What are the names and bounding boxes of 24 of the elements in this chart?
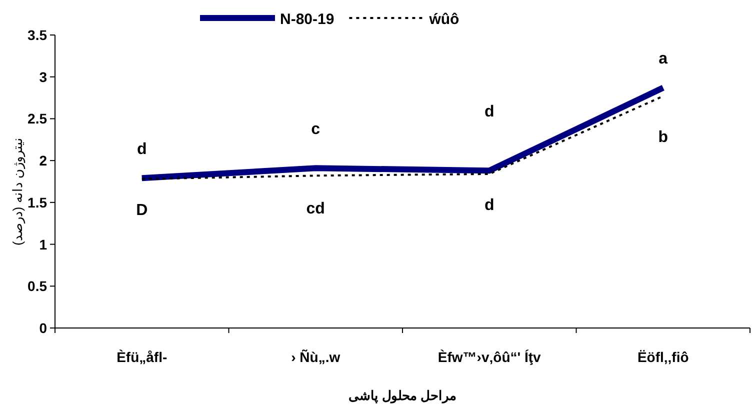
y-tick-label: 2 [39, 152, 48, 169]
y-axis-title: نیتروژن دانه (درصد) [10, 138, 26, 246]
y-tick-label: 0 [39, 320, 48, 336]
legend-label: N-80-19 [280, 11, 334, 28]
y-tick-label: 0.5 [28, 278, 48, 294]
annotation: a [658, 50, 668, 68]
annotation: c [311, 121, 320, 138]
y-tick-label: 1 [39, 236, 48, 252]
annotation: d [136, 141, 147, 158]
x-tick-label: Ëöfl‚‚fiô [637, 349, 689, 365]
annotation: cd [306, 200, 325, 218]
x-tick-label: Èfü„åfl‐ [116, 349, 168, 365]
x-axis-title: مراحل محلول پاشی [348, 388, 457, 404]
annotation: b [658, 129, 668, 146]
annotation: D [136, 202, 148, 219]
legend-label: ẃûô [428, 11, 460, 28]
y-tick-label: 3 [39, 68, 48, 85]
annotation: d [484, 104, 494, 121]
y-tick-label: 1.5 [28, 194, 48, 210]
y-tick-label: 2.5 [28, 110, 48, 127]
x-tick-label: › Ñù„.w [291, 349, 340, 365]
y-tick-label: 3.5 [28, 27, 48, 43]
annotation: d [484, 196, 494, 214]
x-tick-label: Èfw™›v‚ôû“' Íţv [438, 349, 542, 365]
